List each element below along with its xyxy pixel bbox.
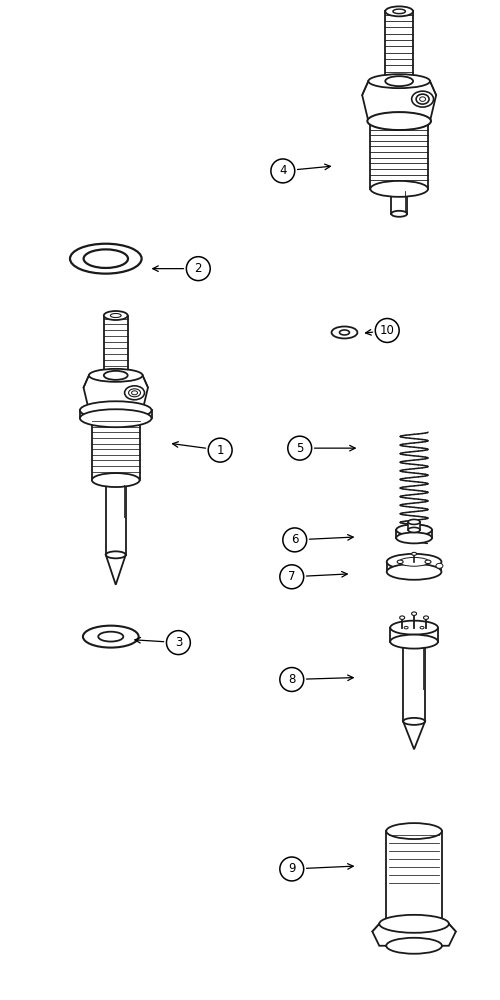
Ellipse shape xyxy=(98,632,124,642)
Text: 9: 9 xyxy=(288,862,296,875)
Ellipse shape xyxy=(408,519,420,524)
Ellipse shape xyxy=(84,249,128,268)
Ellipse shape xyxy=(425,560,431,564)
Ellipse shape xyxy=(106,551,126,558)
Ellipse shape xyxy=(104,371,128,380)
Ellipse shape xyxy=(403,718,425,725)
FancyBboxPatch shape xyxy=(386,562,442,572)
Ellipse shape xyxy=(436,563,443,568)
Ellipse shape xyxy=(380,915,449,933)
FancyBboxPatch shape xyxy=(80,410,152,418)
Ellipse shape xyxy=(391,211,407,217)
Ellipse shape xyxy=(412,552,416,555)
Ellipse shape xyxy=(408,527,420,532)
FancyBboxPatch shape xyxy=(403,642,425,721)
Ellipse shape xyxy=(397,560,403,564)
Ellipse shape xyxy=(420,626,424,629)
Ellipse shape xyxy=(385,76,413,86)
Ellipse shape xyxy=(332,326,357,338)
Ellipse shape xyxy=(124,386,144,400)
Ellipse shape xyxy=(400,616,404,619)
Ellipse shape xyxy=(386,564,442,580)
Ellipse shape xyxy=(424,616,428,619)
Ellipse shape xyxy=(412,91,434,107)
Text: 5: 5 xyxy=(296,442,304,455)
Ellipse shape xyxy=(70,244,142,274)
Polygon shape xyxy=(403,721,425,749)
Ellipse shape xyxy=(340,330,349,335)
Circle shape xyxy=(186,257,210,281)
Ellipse shape xyxy=(385,6,413,16)
Ellipse shape xyxy=(89,369,142,382)
Ellipse shape xyxy=(390,635,438,649)
Ellipse shape xyxy=(83,626,138,648)
FancyBboxPatch shape xyxy=(370,121,428,189)
Circle shape xyxy=(280,565,303,589)
Polygon shape xyxy=(372,924,456,946)
FancyBboxPatch shape xyxy=(396,530,432,538)
FancyBboxPatch shape xyxy=(386,831,442,946)
Text: 3: 3 xyxy=(174,636,182,649)
Text: 4: 4 xyxy=(279,164,286,177)
FancyBboxPatch shape xyxy=(92,418,140,480)
Circle shape xyxy=(288,436,312,460)
Ellipse shape xyxy=(128,389,140,397)
Polygon shape xyxy=(106,555,126,585)
Ellipse shape xyxy=(404,626,408,629)
Ellipse shape xyxy=(420,97,426,101)
Ellipse shape xyxy=(386,823,442,839)
FancyBboxPatch shape xyxy=(390,628,438,642)
Circle shape xyxy=(283,528,306,552)
Text: 7: 7 xyxy=(288,570,296,583)
Ellipse shape xyxy=(92,473,140,487)
Ellipse shape xyxy=(104,311,128,320)
Ellipse shape xyxy=(132,391,138,395)
Circle shape xyxy=(208,438,232,462)
Ellipse shape xyxy=(80,409,152,427)
Text: 8: 8 xyxy=(288,673,296,686)
FancyBboxPatch shape xyxy=(408,522,420,530)
Polygon shape xyxy=(84,375,148,410)
Text: 2: 2 xyxy=(194,262,202,275)
Circle shape xyxy=(280,857,303,881)
FancyBboxPatch shape xyxy=(385,11,413,81)
Ellipse shape xyxy=(393,9,406,14)
Ellipse shape xyxy=(110,313,121,318)
Ellipse shape xyxy=(368,74,430,88)
Polygon shape xyxy=(362,81,436,121)
Ellipse shape xyxy=(386,938,442,954)
Ellipse shape xyxy=(80,401,152,419)
Circle shape xyxy=(376,319,399,342)
Circle shape xyxy=(280,668,303,691)
Text: 6: 6 xyxy=(291,533,298,546)
Ellipse shape xyxy=(396,532,432,543)
FancyBboxPatch shape xyxy=(391,189,407,214)
Ellipse shape xyxy=(386,554,442,570)
FancyBboxPatch shape xyxy=(106,480,126,555)
Ellipse shape xyxy=(368,112,431,130)
Ellipse shape xyxy=(390,621,438,635)
Text: 10: 10 xyxy=(380,324,394,337)
Ellipse shape xyxy=(412,612,416,615)
Ellipse shape xyxy=(396,524,432,535)
Circle shape xyxy=(271,159,295,183)
Ellipse shape xyxy=(370,181,428,197)
Ellipse shape xyxy=(416,94,429,104)
FancyBboxPatch shape xyxy=(104,316,128,375)
Text: 1: 1 xyxy=(216,444,224,457)
Ellipse shape xyxy=(399,557,429,566)
Circle shape xyxy=(166,631,190,655)
